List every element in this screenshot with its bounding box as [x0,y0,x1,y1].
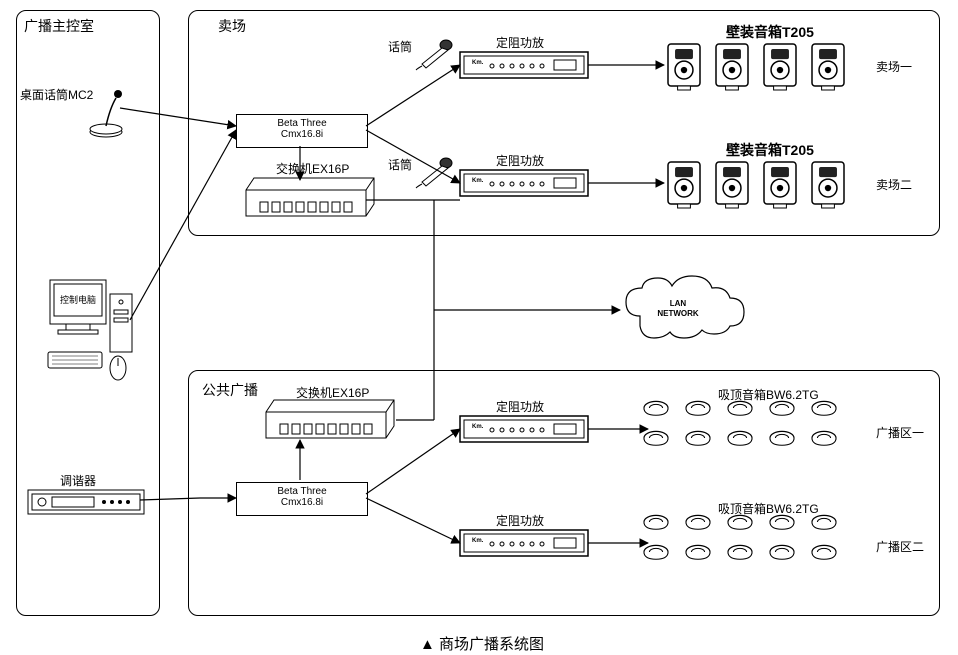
vector-layer [0,0,958,655]
caption: ▲ 商场广播系统图 [420,633,544,654]
